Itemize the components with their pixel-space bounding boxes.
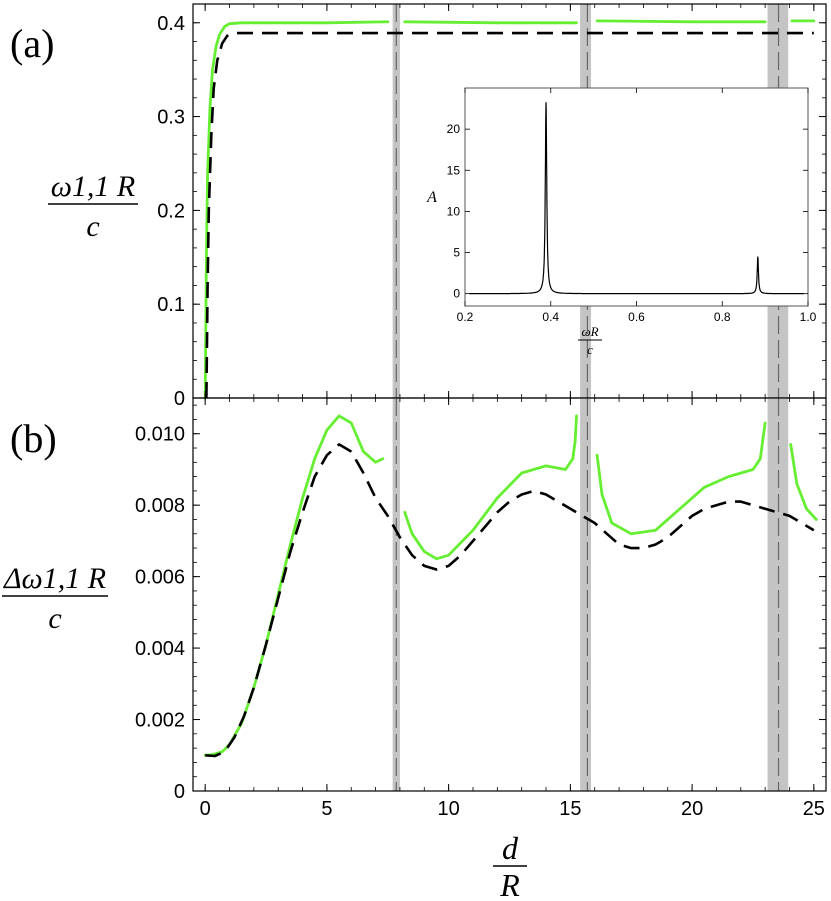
inset-x-tick-label: 0.8 bbox=[714, 310, 731, 324]
y-tick-label: 0.2 bbox=[157, 200, 185, 222]
inset-x-tick-label: 0.6 bbox=[628, 310, 645, 324]
series-solid-line bbox=[789, 443, 818, 521]
inset-y-tick-label: 15 bbox=[447, 163, 461, 177]
inset-x-tick-label: 0.4 bbox=[542, 310, 559, 324]
y-axis-label-a-denominator: c bbox=[86, 210, 99, 243]
series-solid-line bbox=[595, 421, 767, 536]
y-axis-label-b-numerator: Δω1,1 R bbox=[3, 562, 106, 595]
y-tick-label: 0.002 bbox=[135, 710, 185, 732]
y-tick-label: 0.008 bbox=[135, 495, 185, 517]
tick-group-b: 0 0.002 0.004 0.006 0.008 0.010 0 5 10 15 20 25 bbox=[135, 398, 826, 820]
panel-label-a: (a) bbox=[10, 21, 54, 66]
series-solid-line bbox=[203, 20, 390, 400]
series-solid-line bbox=[203, 414, 385, 757]
x-tick-label: 0 bbox=[200, 798, 211, 820]
inset-x-tick-label: 1.0 bbox=[800, 310, 817, 324]
inset-y-axis-label: A bbox=[426, 189, 437, 206]
panel-b: 0 0.002 0.004 0.006 0.008 0.010 0 5 10 15 20 25 (b)… bbox=[2, 397, 827, 901]
inset-y-tick-label: 10 bbox=[447, 204, 461, 218]
shaded-band bbox=[580, 398, 592, 791]
y-tick-label: 0.004 bbox=[135, 638, 185, 660]
y-tick-label: 0 bbox=[174, 781, 185, 803]
plot-frame-b bbox=[192, 397, 827, 792]
panel-a: 0 0.1 0.2 0.3 0.4 (a) ω1,1 R c 0 5 10 15 20 0.2 0.… bbox=[10, 3, 827, 410]
inset-y-tick-label: 0 bbox=[453, 287, 460, 301]
y-tick-label: 0.006 bbox=[135, 567, 185, 589]
y-axis-label-a-numerator: ω1,1 R bbox=[51, 170, 136, 203]
y-tick-label: 0.1 bbox=[157, 294, 185, 316]
inset-y-tick-label: 20 bbox=[447, 122, 461, 136]
x-tick-label: 10 bbox=[438, 798, 460, 820]
y-tick-label: 0.3 bbox=[157, 107, 185, 129]
series-dashed-line bbox=[205, 443, 815, 758]
x-tick-label: 25 bbox=[803, 798, 825, 820]
x-tick-label: 15 bbox=[559, 798, 581, 820]
panel-label-b: (b) bbox=[10, 416, 57, 461]
x-axis-label-numerator: d bbox=[502, 830, 519, 866]
series-group-b bbox=[203, 414, 818, 758]
y-tick-label: 0 bbox=[174, 388, 185, 410]
series-solid-line bbox=[403, 414, 578, 561]
vline-group-b bbox=[395, 398, 780, 791]
y-axis-label-b-denominator: c bbox=[48, 602, 61, 635]
inset-x-axis-label-denominator: c bbox=[587, 342, 593, 357]
inset-chart: 0 5 10 15 20 0.2 0.4 0.6 0.8 1.0 A ωR c bbox=[426, 87, 817, 357]
inset-frame bbox=[464, 87, 809, 307]
y-tick-label: 0.010 bbox=[135, 424, 185, 446]
inset-tick-group: 0 5 10 15 20 0.2 0.4 0.6 0.8 1.0 bbox=[447, 88, 817, 324]
inset-x-tick-label: 0.2 bbox=[457, 310, 474, 324]
series-solid-line bbox=[403, 20, 578, 25]
series-group-a bbox=[203, 19, 816, 400]
inset-x-axis-label-numerator: ωR bbox=[581, 324, 598, 339]
y-tick-label: 0.4 bbox=[157, 13, 185, 35]
series-dashed-line bbox=[205, 31, 814, 399]
band-group-b bbox=[392, 398, 789, 791]
x-tick-label: 5 bbox=[321, 798, 332, 820]
series-solid-line bbox=[595, 19, 767, 24]
inset-spectrum-line bbox=[469, 102, 804, 295]
shaded-band bbox=[767, 398, 789, 791]
inset-y-tick-label: 5 bbox=[453, 246, 460, 260]
x-tick-label: 20 bbox=[681, 798, 703, 820]
x-axis-label-denominator: R bbox=[499, 867, 520, 901]
